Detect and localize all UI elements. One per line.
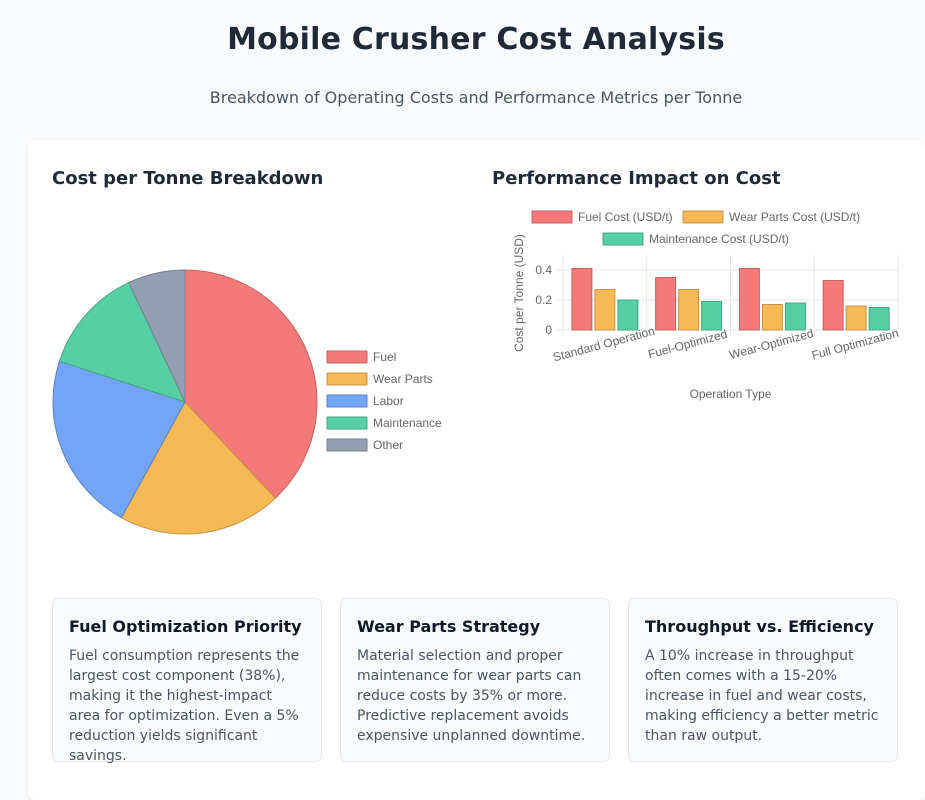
pie-slice-fuel[interactable] xyxy=(184,269,318,499)
x-axis-title: Operation Type xyxy=(690,387,772,401)
legend-label-wear-parts-cost-usd-t: Wear Parts Cost (USD/t) xyxy=(729,210,860,224)
pie-chart-title: Cost per Tonne Breakdown xyxy=(52,168,324,189)
bar-full-optimization-fuel-cost-usd-t[interactable] xyxy=(822,280,844,331)
card-fuel-optimization: Fuel Optimization Priority Fuel consumpt… xyxy=(52,598,322,764)
bar-chart-title: Performance Impact on Cost xyxy=(492,168,781,189)
bar-wear-optimized-fuel-cost-usd-t[interactable] xyxy=(738,268,760,331)
bar-wear-optimized-wear-parts-cost-usd-t[interactable] xyxy=(761,304,783,331)
legend-swatch-labor xyxy=(326,394,368,408)
x-tick-label-full-optimization: Full Optimization xyxy=(810,326,900,363)
legend-label-fuel: Fuel xyxy=(373,350,396,364)
legend-label-other: Other xyxy=(373,438,403,452)
pie-slice-maintenance[interactable] xyxy=(58,281,186,403)
legend-swatch-wear-parts xyxy=(326,372,368,386)
legend-label-maintenance: Maintenance xyxy=(373,416,442,430)
bar-fuel-optimized-fuel-cost-usd-t[interactable] xyxy=(655,277,677,331)
card-text: Fuel consumption represents the largest … xyxy=(69,648,300,764)
card-title: Fuel Optimization Priority xyxy=(69,617,302,636)
pie-slice-labor[interactable] xyxy=(52,360,186,519)
card-text: A 10% increase in throughput often comes… xyxy=(645,648,879,744)
card-text: Material selection and proper maintenanc… xyxy=(357,648,586,744)
legend-label-fuel-cost-usd-t: Fuel Cost (USD/t) xyxy=(578,210,673,224)
bar-fuel-optimized-wear-parts-cost-usd-t[interactable] xyxy=(678,289,700,331)
card-wear-parts: Wear Parts Strategy Material selection a… xyxy=(340,598,610,762)
legend-swatch-maintenance-cost-usd-t xyxy=(602,232,644,246)
legend-swatch-fuel xyxy=(326,350,368,364)
bar-full-optimization-wear-parts-cost-usd-t[interactable] xyxy=(845,305,867,331)
legend-label-labor: Labor xyxy=(373,394,404,408)
bar-standard-operation-maintenance-cost-usd-t[interactable] xyxy=(617,299,639,331)
y-axis-title: Cost per Tonne (USD) xyxy=(512,234,526,352)
page-subtitle: Breakdown of Operating Costs and Perform… xyxy=(209,88,743,107)
page-title: Mobile Crusher Cost Analysis xyxy=(227,22,725,57)
legend-swatch-other xyxy=(326,438,368,452)
pie-chart: Fuel Wear Parts Labor Maintenance Other xyxy=(52,269,442,535)
card-throughput: Throughput vs. Efficiency A 10% increase… xyxy=(628,598,898,762)
bar-standard-operation-fuel-cost-usd-t[interactable] xyxy=(571,268,593,331)
y-tick-label: 0.2 xyxy=(535,293,552,307)
x-tick-label-wear-optimized: Wear-Optimized xyxy=(728,326,815,362)
card-title: Throughput vs. Efficiency xyxy=(645,617,874,636)
legend-label-wear-parts: Wear Parts xyxy=(373,372,433,386)
legend-label-maintenance-cost-usd-t: Maintenance Cost (USD/t) xyxy=(649,232,789,246)
pie-slice-other[interactable] xyxy=(128,269,186,403)
legend-swatch-wear-parts-cost-usd-t xyxy=(682,210,724,224)
x-tick-label-fuel-optimized: Fuel-Optimized xyxy=(646,327,728,362)
pie-slice-wear-parts[interactable] xyxy=(120,401,277,535)
bar-wear-optimized-maintenance-cost-usd-t[interactable] xyxy=(784,302,806,331)
y-tick-label: 0 xyxy=(545,323,552,337)
legend-swatch-maintenance xyxy=(326,416,368,430)
legend-swatch-fuel-cost-usd-t xyxy=(531,210,573,224)
bar-fuel-optimized-maintenance-cost-usd-t[interactable] xyxy=(701,301,723,331)
bar-chart: Fuel Cost (USD/t) Wear Parts Cost (USD/t)… xyxy=(512,210,900,401)
bar-standard-operation-wear-parts-cost-usd-t[interactable] xyxy=(594,289,616,331)
bar-full-optimization-maintenance-cost-usd-t[interactable] xyxy=(868,307,890,331)
y-tick-label: 0.4 xyxy=(535,263,552,277)
card-title: Wear Parts Strategy xyxy=(357,617,541,636)
